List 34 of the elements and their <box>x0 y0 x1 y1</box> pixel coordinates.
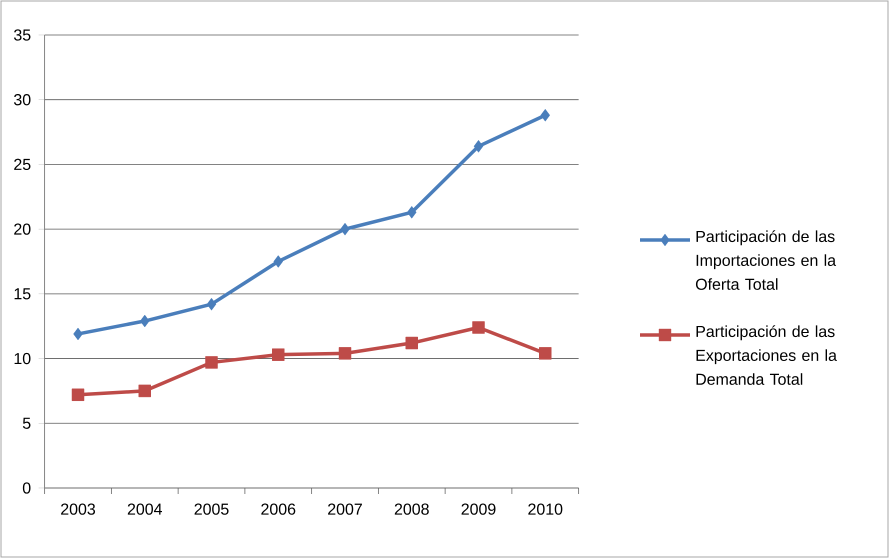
x-tick-label: 2004 <box>128 504 162 515</box>
point <box>206 298 216 310</box>
point <box>140 314 150 328</box>
y-tick-label: 15 <box>14 288 30 300</box>
x-tick-label: 2008 <box>394 504 429 515</box>
x-tick-label: 2010 <box>528 504 562 515</box>
x-tick-label: 2005 <box>194 504 229 515</box>
y-tick-label: 30 <box>14 94 30 106</box>
y-tick-label: 20 <box>14 223 30 235</box>
point <box>272 348 285 361</box>
point <box>72 388 84 402</box>
point <box>138 384 152 398</box>
x-tick-label: 2006 <box>261 504 296 515</box>
legend-label: Participación de las Exportaciones en la Demanda Total <box>696 325 837 385</box>
point <box>205 356 218 369</box>
point <box>474 140 484 153</box>
legend-label: Participación de las Importaciones en la Oferta Total <box>696 230 836 290</box>
x-tick-label: 2009 <box>462 504 496 515</box>
y-tick-label: 25 <box>14 158 30 170</box>
point <box>338 347 352 360</box>
point <box>472 321 485 334</box>
point <box>539 347 552 360</box>
point <box>73 328 83 340</box>
y-tick-label: 0 <box>22 482 30 494</box>
y-tick-label: 5 <box>22 418 30 429</box>
point <box>340 222 350 236</box>
y-tick-label: 35 <box>14 29 30 41</box>
point <box>274 255 284 268</box>
x-tick-label: 2007 <box>328 504 362 515</box>
point <box>540 108 550 122</box>
point <box>407 206 417 219</box>
point <box>406 336 418 350</box>
y-tick-label: 10 <box>14 352 30 364</box>
x-tick-label: 2003 <box>61 504 96 515</box>
